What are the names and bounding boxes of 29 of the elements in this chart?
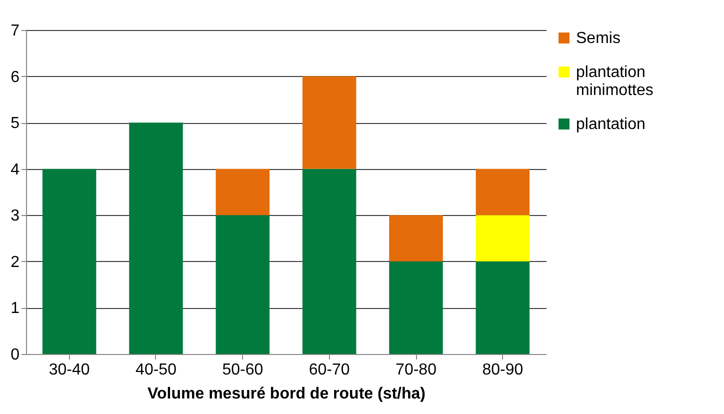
- x-axis-title: Volume mesuré bord de route (st/ha): [148, 386, 426, 402]
- legend-label: plantation: [576, 116, 646, 133]
- bar: [389, 215, 443, 262]
- bar: [42, 168, 96, 354]
- legend-label: plantation minimottes: [576, 64, 654, 99]
- bar: [476, 168, 530, 216]
- bar: [216, 168, 270, 216]
- x-tick-label: 40-50: [136, 362, 177, 378]
- x-tick-label: 50-60: [222, 362, 264, 378]
- y-tick-label: 5: [10, 115, 20, 132]
- y-tick-label: 3: [10, 208, 20, 225]
- bar: [129, 122, 183, 354]
- y-tick-label: 1: [10, 300, 20, 318]
- y-tick-label: 6: [10, 68, 20, 86]
- bar: [476, 261, 530, 354]
- y-tick-label: 7: [10, 22, 20, 40]
- bar: [389, 261, 443, 354]
- x-tick-label: 80-90: [482, 362, 524, 378]
- x-tick-label: 30-40: [48, 362, 90, 378]
- y-tick-label: 4: [10, 161, 20, 178]
- bar: [302, 76, 356, 169]
- x-tick-label: 60-70: [308, 362, 350, 378]
- bar: [216, 215, 270, 354]
- y-tick-label: 2: [10, 254, 20, 271]
- y-tick-label: 0: [10, 346, 20, 364]
- bar: [302, 168, 356, 354]
- legend-label: Semis: [576, 30, 620, 47]
- bar: [476, 215, 530, 262]
- x-tick-label: 70-80: [396, 362, 437, 378]
